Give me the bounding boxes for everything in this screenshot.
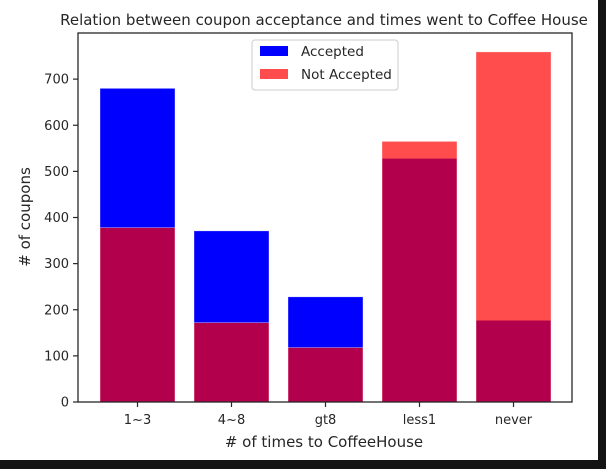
x-tick-label: 4~8 bbox=[218, 413, 245, 428]
bars-layer bbox=[99, 51, 552, 403]
bar-not-accepted-1~3 bbox=[99, 227, 176, 403]
y-tick-label: 600 bbox=[44, 119, 69, 134]
legend-swatch-not-accepted bbox=[260, 69, 288, 79]
y-tick-label: 400 bbox=[44, 211, 69, 226]
bar-not-accepted-4~8 bbox=[193, 322, 270, 403]
bar-chart: Relation between coupon acceptance and t… bbox=[16, 11, 588, 451]
bar-not-accepted-gt8 bbox=[287, 347, 364, 403]
legend-label-accepted: Accepted bbox=[301, 44, 364, 60]
x-tick-label: never bbox=[495, 413, 533, 428]
legend: Accepted Not Accepted bbox=[251, 39, 399, 91]
y-tick-label: 700 bbox=[44, 73, 69, 88]
chart-figure: Relation between coupon acceptance and t… bbox=[0, 0, 598, 460]
bar-not-accepted-less1 bbox=[381, 141, 458, 403]
y-axis: 0 100 200 300 400 500 600 700 bbox=[44, 73, 78, 411]
legend-label-not-accepted: Not Accepted bbox=[301, 67, 392, 83]
y-tick-label: 300 bbox=[44, 257, 69, 272]
y-tick-label: 200 bbox=[44, 303, 69, 318]
y-tick-label: 500 bbox=[44, 165, 69, 180]
x-tick-label: 1~3 bbox=[124, 413, 151, 428]
x-axis-label: # of times to CoffeeHouse bbox=[225, 433, 423, 451]
legend-swatch-accepted bbox=[260, 46, 288, 56]
x-tick-label: less1 bbox=[403, 413, 436, 428]
y-tick-label: 100 bbox=[44, 349, 69, 364]
y-axis-label: # of coupons bbox=[16, 167, 34, 267]
x-tick-label: gt8 bbox=[315, 413, 337, 428]
bar-not-accepted-never bbox=[475, 51, 552, 403]
x-axis: 1~3 4~8 gt8 less1 never bbox=[124, 402, 533, 428]
y-tick-label: 0 bbox=[61, 396, 69, 411]
chart-title: Relation between coupon acceptance and t… bbox=[60, 11, 588, 29]
legend-box bbox=[251, 39, 399, 91]
